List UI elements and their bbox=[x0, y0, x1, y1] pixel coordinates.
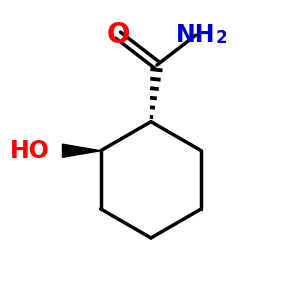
Text: HO: HO bbox=[10, 139, 50, 163]
Polygon shape bbox=[62, 144, 100, 157]
Text: O: O bbox=[106, 21, 130, 49]
Text: 2: 2 bbox=[215, 29, 227, 47]
Text: NH: NH bbox=[176, 23, 215, 47]
